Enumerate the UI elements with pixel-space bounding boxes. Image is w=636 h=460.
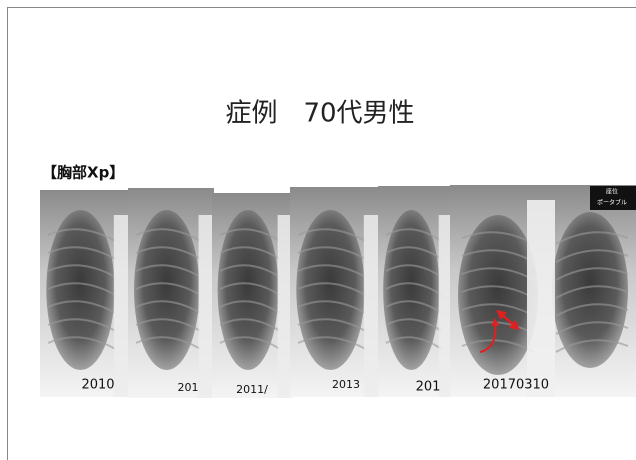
- rib: [297, 282, 366, 296]
- mediastinum: [277, 215, 292, 398]
- mediastinum: [113, 215, 130, 397]
- lung-field: [46, 210, 115, 370]
- rib: [385, 246, 443, 260]
- overlay-label: ポータブル: [597, 199, 627, 207]
- rib: [47, 264, 116, 278]
- rib: [385, 300, 443, 314]
- rib: [47, 336, 116, 350]
- xray-image: 201: [378, 186, 452, 397]
- rib: [297, 300, 366, 314]
- rib: [219, 318, 281, 332]
- label-box: [590, 186, 636, 210]
- rib: [47, 318, 116, 332]
- rib: [385, 264, 443, 278]
- rib: [555, 267, 629, 281]
- rib: [135, 318, 202, 332]
- rib: [385, 336, 443, 350]
- xray-image: 201: [128, 188, 214, 398]
- rib: [135, 300, 202, 314]
- rib: [135, 336, 202, 350]
- image-date-label: 2011/: [236, 383, 268, 396]
- slide-border: [7, 7, 636, 460]
- rib: [297, 336, 366, 350]
- rib: [555, 231, 629, 245]
- rib: [555, 339, 629, 353]
- xray-image: 2011/: [212, 193, 292, 398]
- image-date-label: 201: [178, 381, 199, 394]
- mediastinum: [438, 215, 452, 397]
- rib: [135, 228, 202, 242]
- rib: [385, 282, 443, 296]
- rib: [297, 246, 366, 260]
- rib: [47, 282, 116, 296]
- overlay-label: 座位: [606, 188, 618, 196]
- rib: [385, 228, 443, 242]
- rib: [219, 282, 281, 296]
- image-date-label: 2013: [332, 378, 360, 391]
- rib: [555, 249, 629, 263]
- mediastinum: [198, 215, 214, 398]
- rib: [135, 246, 202, 260]
- rib: [47, 228, 116, 242]
- rib: [219, 246, 281, 260]
- xray-image: 2010: [40, 190, 130, 397]
- image-date-label: 2010: [81, 378, 114, 393]
- rib: [297, 228, 366, 242]
- rib: [555, 285, 629, 299]
- rib: [135, 264, 202, 278]
- image-date-label: 201: [416, 380, 441, 395]
- rib: [135, 282, 202, 296]
- rib: [219, 228, 281, 242]
- rib: [47, 300, 116, 314]
- mediastinum: [363, 215, 380, 397]
- rib: [385, 318, 443, 332]
- slide-title: 症例 70代男性: [225, 99, 414, 129]
- lung-field: [296, 210, 365, 370]
- annotation-arrow: [479, 318, 500, 353]
- rib: [219, 336, 281, 350]
- xray-image: 2013: [290, 187, 380, 397]
- rib: [297, 318, 366, 332]
- rib: [555, 303, 629, 317]
- annotation-arrow: [496, 309, 520, 331]
- rib: [297, 264, 366, 278]
- mediastinum: [527, 200, 555, 397]
- rib: [47, 246, 116, 260]
- image-date-label: 20170310: [483, 378, 549, 393]
- rib: [219, 264, 281, 278]
- rib: [219, 300, 281, 314]
- rib: [555, 321, 629, 335]
- section-label: 【胸部Xp】: [42, 164, 124, 182]
